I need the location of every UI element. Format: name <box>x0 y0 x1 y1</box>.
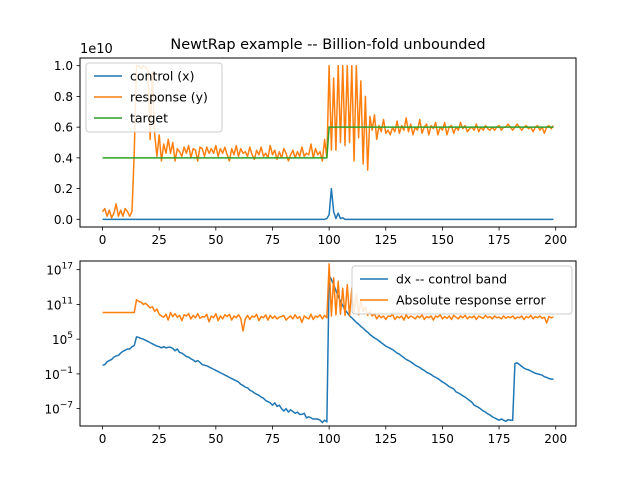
x-tick-label: 125 <box>374 432 397 446</box>
top-chart-title: NewtRap example -- Billion-fold unbounde… <box>170 37 485 53</box>
y-tick-label: 0.2 <box>54 182 73 196</box>
y-tick-label: 1011 <box>46 296 73 312</box>
y-tick-label: 0.6 <box>54 121 73 135</box>
y-tick-label: 10−7 <box>44 401 73 417</box>
x-tick-label: 50 <box>208 233 223 247</box>
legend-box <box>351 265 573 315</box>
top-axes-frame <box>79 57 577 228</box>
x-tick-label: 25 <box>152 233 167 247</box>
bottom-axes-frame <box>79 260 577 427</box>
top-y-scale-label: 1e10 <box>80 42 113 57</box>
bottom-axes: 0 25 50 75 100 125 150 175 200 10−710−1105101110… <box>44 260 577 446</box>
series-line-0 <box>102 274 554 424</box>
y-tick-label: 105 <box>52 331 73 347</box>
y-tick-label: 0.0 <box>54 213 73 227</box>
x-tick-label: 25 <box>152 432 167 446</box>
x-tick-label: 50 <box>208 432 223 446</box>
legend-entry: control (x) <box>130 69 194 84</box>
y-tick-label: 10−1 <box>44 366 73 382</box>
x-tick-label: 150 <box>431 233 454 247</box>
legend-entry: Absolute response error <box>396 293 546 308</box>
legend-entry: response (y) <box>130 90 208 105</box>
top-series-layer <box>101 64 555 221</box>
series-line-2 <box>102 126 554 159</box>
x-tick-label: 0 <box>99 233 107 247</box>
series-line-1 <box>101 64 555 219</box>
top-y-ticks: 0.0 0.2 0.4 0.6 0.8 1.0 <box>54 59 80 227</box>
series-line-0 <box>102 187 554 221</box>
legend-box <box>85 62 223 133</box>
legend-entry: dx -- control band <box>396 272 507 287</box>
top-legend: control (x) response (y) target <box>85 62 223 133</box>
series-line-1 <box>102 263 554 332</box>
x-tick-label: 100 <box>318 432 341 446</box>
bottom-y-ticks: 10−7 10−1 105 1011 1017 <box>44 262 80 417</box>
x-tick-label: 125 <box>374 233 397 247</box>
x-tick-label: 150 <box>431 432 454 446</box>
x-tick-label: 200 <box>544 233 567 247</box>
y-tick-label: 0.4 <box>54 151 73 165</box>
x-tick-label: 75 <box>265 432 280 446</box>
x-tick-label: 75 <box>265 233 280 247</box>
x-tick-label: 0 <box>99 432 107 446</box>
y-tick-label: 1017 <box>46 262 73 278</box>
bottom-legend: dx -- control band Absolute response erro… <box>351 265 573 315</box>
top-x-ticks: 0 25 50 75 100 125 150 175 200 <box>99 227 567 247</box>
x-tick-label: 100 <box>318 233 341 247</box>
x-tick-label: 200 <box>544 432 567 446</box>
bottom-series-layer <box>102 263 554 424</box>
y-tick-label: 1.0 <box>54 59 73 73</box>
bottom-x-ticks: 0 25 50 75 100 125 150 175 200 <box>99 426 567 446</box>
x-tick-label: 175 <box>488 233 511 247</box>
top-axes: NewtRap example -- Billion-fold unbounde… <box>54 37 577 247</box>
legend-entry: target <box>130 111 168 126</box>
x-tick-label: 175 <box>488 432 511 446</box>
y-tick-label: 0.8 <box>54 90 73 104</box>
